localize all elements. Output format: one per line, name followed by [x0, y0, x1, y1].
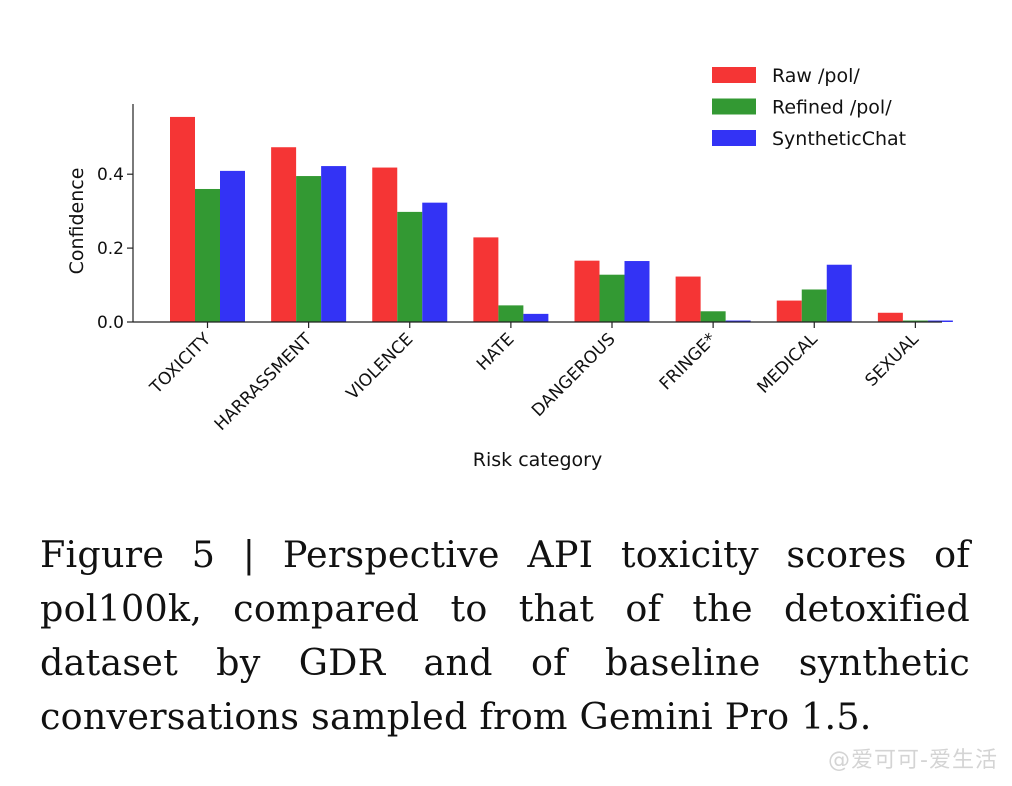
bar-sexual-2: [927, 320, 953, 322]
y-tick-label: 0.4: [97, 165, 124, 185]
x-tick-label: TOXICITY: [146, 329, 216, 399]
legend-label-2: SyntheticChat: [772, 128, 906, 150]
y-tick-label: 0.2: [97, 239, 124, 259]
y-tick-label: 0.0: [97, 313, 124, 333]
bar-sexual-1: [902, 320, 928, 322]
bar-harrassment-0: [271, 147, 297, 322]
legend-label-1: Refined /pol/: [772, 97, 892, 119]
bar-toxicity-0: [170, 116, 195, 322]
bar-violence-0: [372, 167, 398, 322]
bar-harrassment-2: [321, 166, 347, 322]
legend-label-0: Raw /pol/: [772, 65, 860, 87]
bar-violence-2: [422, 202, 448, 322]
legend: Raw /pol/Refined /pol/SyntheticChat: [712, 65, 906, 150]
bar-violence-1: [397, 211, 423, 322]
x-tick-label: FRINGE*: [656, 329, 721, 394]
legend-swatch-2: [712, 130, 756, 146]
x-tick-label: SEXUAL: [862, 329, 924, 391]
bar-medical-0: [776, 300, 802, 322]
bar-fringe-2: [725, 320, 751, 322]
bar-fringe-0: [675, 276, 701, 322]
legend-swatch-0: [712, 67, 756, 83]
watermark: @爱可可-爱生活: [828, 748, 998, 773]
bar-toxicity-1: [195, 188, 220, 322]
x-tick-label: HATE: [473, 329, 518, 374]
bar-fringe-1: [700, 311, 726, 322]
legend-swatch-1: [712, 98, 756, 115]
bar-toxicity-2: [220, 170, 245, 322]
x-tick-label: VIOLENCE: [343, 329, 418, 404]
x-tick-label: DANGEROUS: [528, 329, 620, 421]
bar-dangerous-0: [574, 260, 600, 322]
bar-medical-2: [826, 264, 852, 322]
x-tick-label: HARRASSMENT: [211, 329, 317, 435]
x-tick-label: MEDICAL: [754, 329, 823, 398]
bar-sexual-0: [877, 312, 903, 322]
bar-medical-1: [801, 289, 827, 322]
bar-hate-1: [498, 305, 524, 322]
figure-caption: Figure 5 | Perspective API toxicity scor…: [40, 533, 970, 738]
bar-harrassment-1: [296, 176, 322, 322]
bar-hate-2: [523, 313, 549, 322]
x-axis-title: Risk category: [473, 449, 602, 471]
bar-dangerous-1: [599, 274, 625, 322]
bars-layer: [170, 116, 953, 322]
bar-hate-0: [473, 237, 499, 322]
y-axis-title: Confidence: [66, 168, 88, 275]
bar-dangerous-2: [624, 261, 650, 322]
